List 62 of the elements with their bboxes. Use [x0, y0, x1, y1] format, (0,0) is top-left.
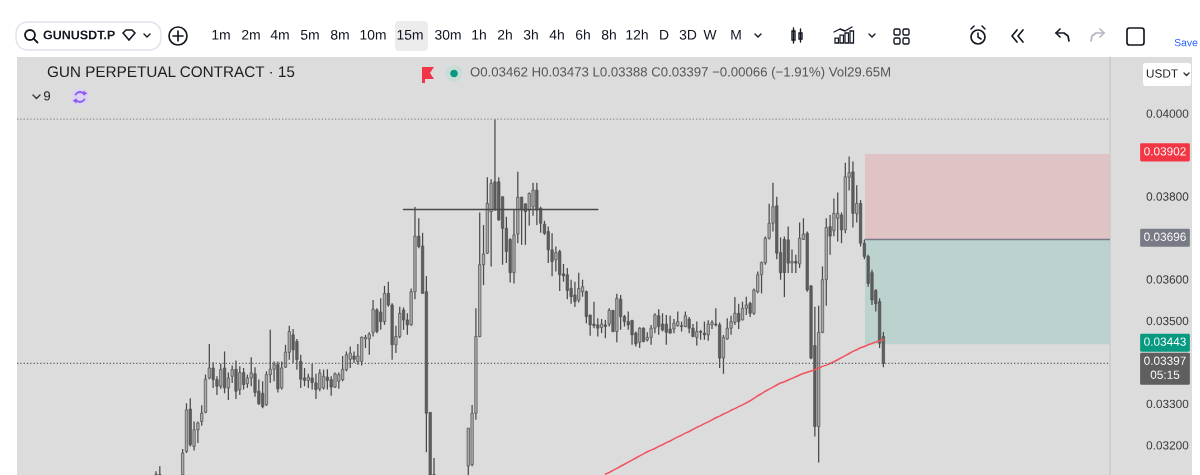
- annotation: 9: [43, 91, 51, 101]
- candlestick: [657, 308, 661, 336]
- text: 3h: [523, 29, 538, 40]
- text: 3D: [679, 29, 697, 40]
- candlestick: [341, 355, 345, 382]
- candlestick: [737, 303, 741, 330]
- text: 4m: [270, 30, 289, 40]
- chart-title: GUN PERPETUAL CONTRACT · 15: [47, 66, 295, 78]
- candlestick: [242, 367, 246, 391]
- candlestick: [207, 343, 211, 380]
- text: 15m: [397, 30, 423, 40]
- text: 5m: [300, 30, 319, 40]
- candlestick: [664, 314, 668, 346]
- candlestick: [558, 249, 562, 292]
- candlestick: [638, 326, 642, 349]
- candlestick: [619, 294, 623, 331]
- candlestick: [740, 301, 745, 321]
- candlestick: [660, 312, 665, 333]
- text: 30m: [435, 29, 461, 40]
- candlestick: [322, 369, 326, 391]
- text: 1h: [472, 29, 486, 40]
- candlestick: [554, 245, 558, 273]
- y-tick-label: 0.03500: [1146, 316, 1189, 326]
- text: 1m: [212, 30, 230, 40]
- text: W: [703, 30, 717, 40]
- y-tick-label: 0.03600: [1146, 275, 1189, 284]
- candlestick: [836, 191, 840, 243]
- ref-line-label: 0.03696: [1144, 232, 1186, 241]
- candlestick: [577, 272, 581, 304]
- text: Save: [1174, 38, 1198, 47]
- candlestick: [695, 320, 699, 347]
- text: 8h: [601, 29, 616, 40]
- candlestick: [226, 371, 230, 401]
- text: USDT: [1146, 69, 1178, 78]
- band-label: 0.03443: [1144, 337, 1186, 346]
- candlestick: [200, 404, 204, 427]
- candlestick: [154, 470, 158, 475]
- candlestick: [379, 297, 383, 331]
- candlestick: [325, 368, 329, 391]
- candlestick: [238, 365, 242, 396]
- candlestick: [348, 345, 352, 369]
- candlestick: [565, 267, 569, 300]
- text: O0.03462 H0.03473 L0.03388 C0.03397 −0.00066 (−1.91%) Vol29.65M: [470, 66, 891, 80]
- candlestick: [626, 310, 630, 331]
- ref-line-label: 0.03397 05:15: [1144, 356, 1186, 379]
- text: 12h: [626, 29, 648, 40]
- text: 2m: [242, 29, 260, 40]
- text: 2h: [497, 29, 512, 40]
- y-tick-label: 0.03200: [1146, 441, 1189, 450]
- text: 6h: [575, 29, 590, 40]
- candlestick: [706, 319, 710, 342]
- candlestick: [786, 225, 790, 274]
- y-tick-label: 0.03800: [1146, 192, 1189, 201]
- text: GUNUSDT.P: [43, 30, 115, 40]
- text: 4h: [549, 29, 564, 40]
- text: 8m: [330, 29, 349, 40]
- band-label: 0.03902: [1144, 147, 1186, 156]
- text: M: [731, 30, 741, 40]
- text: D: [660, 30, 669, 40]
- y-tick-label: 0.03300: [1146, 399, 1189, 409]
- text: 10m: [360, 29, 386, 40]
- y-tick-label: 0.04000: [1146, 109, 1189, 118]
